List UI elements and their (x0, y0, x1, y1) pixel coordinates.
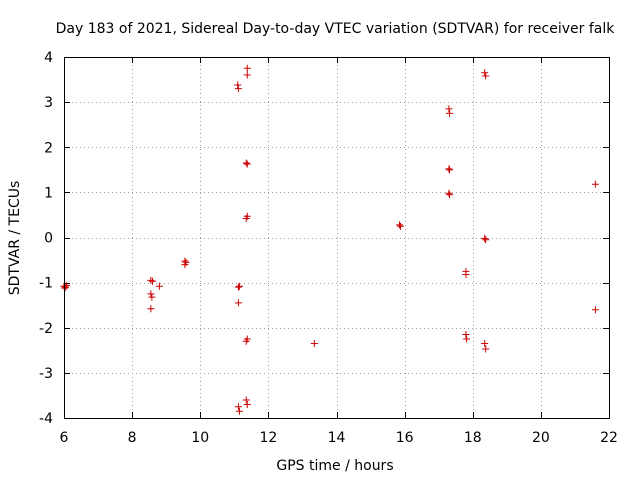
y-tick-label: 0 (44, 231, 53, 247)
y-tick-label: 4 (44, 50, 53, 66)
data-point (481, 234, 489, 242)
chart-title: Day 183 of 2021, Sidereal Day-to-day VTE… (56, 21, 616, 37)
data-point (243, 400, 251, 408)
x-tick-label: 8 (128, 430, 137, 446)
y-axis-tick-labels: -4 -3 -2 -1 0 1 2 3 4 (39, 50, 53, 427)
data-point (235, 282, 243, 290)
data-point (147, 305, 155, 313)
x-axis-label: GPS time / hours (276, 458, 393, 474)
data-point (148, 293, 156, 301)
data-point (243, 160, 251, 168)
data-point (235, 407, 243, 415)
y-tick-label: -3 (39, 366, 53, 382)
data-point (446, 109, 454, 117)
data-point (482, 236, 490, 244)
data-point (482, 345, 490, 353)
data-point (462, 271, 470, 279)
data-point (446, 191, 454, 199)
y-tick-label: 2 (44, 140, 53, 156)
data-point (243, 64, 251, 72)
data-point (482, 72, 490, 80)
data-point (147, 290, 155, 298)
x-tick-label: 22 (600, 430, 618, 446)
data-point (445, 165, 453, 173)
data-point (149, 277, 157, 285)
data-point (591, 180, 599, 188)
data-points (60, 64, 599, 415)
data-point (155, 282, 163, 290)
plot-frame (64, 57, 610, 419)
data-point (242, 396, 250, 404)
y-tick-label: -1 (39, 276, 53, 292)
x-tick-label: 18 (464, 430, 482, 446)
data-point (243, 71, 251, 79)
x-tick-label: 20 (532, 430, 550, 446)
data-point (481, 340, 489, 348)
axis-ticks (64, 57, 610, 419)
data-point (147, 276, 155, 284)
data-point (445, 189, 453, 197)
data-point (310, 340, 318, 348)
data-point (446, 166, 454, 174)
y-tick-label: -4 (39, 411, 53, 427)
data-point (182, 258, 190, 266)
data-point (445, 105, 453, 113)
x-tick-label: 10 (191, 430, 209, 446)
y-tick-label: 3 (44, 95, 53, 111)
data-point (234, 85, 242, 93)
y-axis-label: SDTVAR / TECUs (7, 181, 23, 296)
data-point (242, 215, 250, 223)
data-point (591, 306, 599, 314)
x-tick-label: 6 (60, 430, 69, 446)
data-point (463, 335, 471, 343)
x-tick-label: 16 (396, 430, 414, 446)
data-point (242, 159, 250, 167)
data-point (234, 403, 242, 411)
data-point (62, 283, 70, 291)
data-point (462, 331, 470, 339)
gridlines (64, 57, 609, 418)
data-point (234, 81, 242, 89)
data-point (396, 221, 404, 229)
x-axis-tick-labels: 6 8 10 12 14 16 18 20 22 (60, 430, 618, 446)
data-point (481, 69, 489, 77)
y-tick-label: 1 (44, 185, 53, 201)
x-tick-label: 12 (259, 430, 277, 446)
data-point (242, 337, 250, 345)
data-point (397, 222, 405, 230)
data-point (234, 299, 242, 307)
data-point (234, 283, 242, 291)
y-tick-label: -2 (39, 321, 53, 337)
x-tick-label: 14 (328, 430, 346, 446)
